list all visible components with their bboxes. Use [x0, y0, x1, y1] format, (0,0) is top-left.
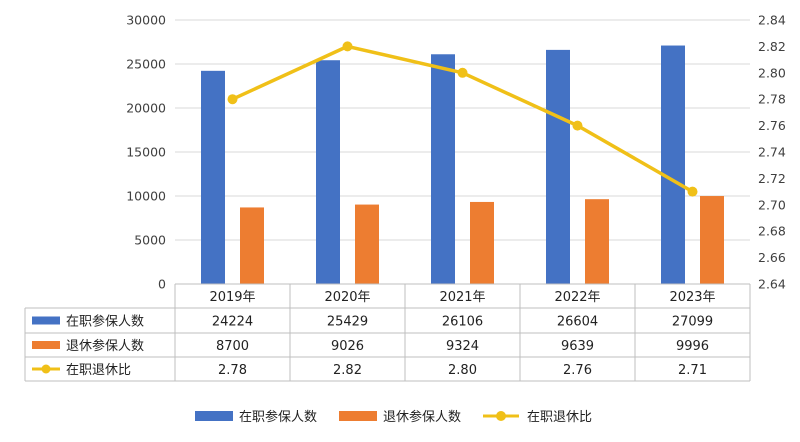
table-key-marker — [41, 364, 51, 374]
table-cell: 9324 — [446, 339, 479, 354]
y-left-tick-label: 25000 — [126, 57, 166, 72]
table-cell: 26106 — [442, 315, 483, 330]
bar-employed-4 — [661, 45, 685, 284]
y-right-tick-label: 2.74 — [758, 145, 786, 160]
bar-retired-4 — [700, 196, 724, 284]
y-right-tick-label: 2.68 — [758, 224, 786, 239]
ratio-point-3 — [572, 120, 583, 131]
bar-employed-3 — [546, 49, 570, 285]
table-cell: 2.82 — [333, 363, 362, 378]
ratio-point-0 — [227, 94, 238, 105]
bar-retired-3 — [585, 199, 609, 284]
y-left-tick-label: 20000 — [126, 101, 166, 116]
y-right-tick-label: 2.72 — [758, 171, 786, 186]
table-row-label: 退休参保人数 — [66, 338, 144, 354]
y-right-tick-label: 2.80 — [758, 65, 786, 80]
y-right-tick-label: 2.82 — [758, 39, 786, 54]
y-left-tick-label: 10000 — [126, 189, 166, 204]
ratio-point-1 — [342, 41, 353, 52]
legend-label: 在职退休比 — [527, 410, 592, 425]
y-left-tick-label: 30000 — [126, 13, 166, 28]
category-label: 2019年 — [209, 290, 255, 305]
bar-retired-0 — [240, 207, 264, 284]
category-label: 2020年 — [324, 290, 370, 305]
ratio-point-4 — [687, 186, 698, 197]
table-cell: 8700 — [216, 339, 249, 354]
category-label: 2023年 — [669, 290, 715, 305]
table-cell: 2.71 — [678, 363, 707, 378]
bar-retired-2 — [470, 201, 494, 284]
bar-employed-0 — [201, 70, 225, 284]
y-left-tick-label: 15000 — [126, 145, 166, 160]
category-label: 2021年 — [439, 290, 485, 305]
bar-retired-1 — [355, 204, 379, 284]
table-cell: 2.78 — [218, 363, 247, 378]
bar-employed-2 — [431, 54, 455, 285]
bar-employed-1 — [316, 60, 340, 285]
table-cell: 27099 — [672, 315, 713, 330]
y-right-tick-label: 2.70 — [758, 197, 786, 212]
legend-key-1 — [339, 411, 377, 421]
y-right-tick-label: 2.84 — [758, 13, 786, 28]
table-key-0 — [32, 316, 60, 325]
legend-key-0 — [195, 411, 233, 421]
legend-key-marker — [496, 411, 506, 421]
table-cell: 9639 — [561, 339, 594, 354]
y-right-tick-label: 2.64 — [758, 277, 786, 292]
legend-label: 退休参保人数 — [383, 409, 461, 425]
y-right-tick-label: 2.66 — [758, 250, 786, 265]
y-left-tick-label: 0 — [158, 277, 166, 292]
table-cell: 25429 — [327, 315, 368, 330]
table-row-label: 在职参保人数 — [66, 314, 144, 330]
category-label: 2022年 — [554, 290, 600, 305]
y-left-tick-label: 5000 — [134, 233, 166, 248]
y-right-tick-label: 2.78 — [758, 92, 786, 107]
table-cell: 2.76 — [563, 363, 592, 378]
table-cell: 24224 — [212, 315, 253, 330]
table-cell: 9996 — [676, 339, 709, 354]
table-cell: 26604 — [557, 315, 598, 330]
legend-label: 在职参保人数 — [239, 409, 317, 425]
y-right-tick-label: 2.76 — [758, 118, 786, 133]
table-row-label: 在职退休比 — [66, 363, 131, 378]
table-key-1 — [32, 341, 60, 349]
ratio-point-2 — [457, 67, 468, 78]
table-cell: 2.80 — [448, 363, 477, 378]
table-cell: 9026 — [331, 339, 364, 354]
